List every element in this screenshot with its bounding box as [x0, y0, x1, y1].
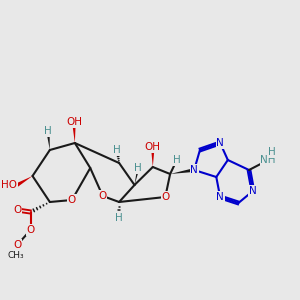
Text: N: N [190, 165, 198, 175]
Text: CH₃: CH₃ [8, 250, 25, 260]
Text: H: H [44, 126, 52, 136]
Text: H: H [173, 155, 181, 165]
Text: OH: OH [66, 117, 82, 127]
Text: N: N [216, 138, 224, 148]
Text: H: H [115, 213, 123, 223]
Polygon shape [134, 168, 140, 185]
Text: H: H [113, 145, 121, 155]
Text: NH: NH [260, 155, 276, 165]
Text: HO: HO [1, 180, 17, 190]
Polygon shape [170, 168, 194, 174]
Polygon shape [151, 147, 154, 167]
Text: O: O [99, 191, 107, 201]
Text: N: N [216, 192, 224, 202]
Text: N: N [249, 186, 257, 196]
Text: O: O [161, 192, 170, 202]
Text: H: H [134, 163, 142, 173]
Text: O: O [13, 205, 21, 215]
Text: O: O [68, 195, 76, 205]
Polygon shape [46, 131, 50, 150]
Text: O: O [13, 240, 21, 250]
Text: H: H [268, 147, 276, 157]
Polygon shape [16, 176, 32, 187]
Text: OH: OH [145, 142, 161, 152]
Polygon shape [72, 122, 76, 143]
Text: O: O [26, 225, 35, 235]
